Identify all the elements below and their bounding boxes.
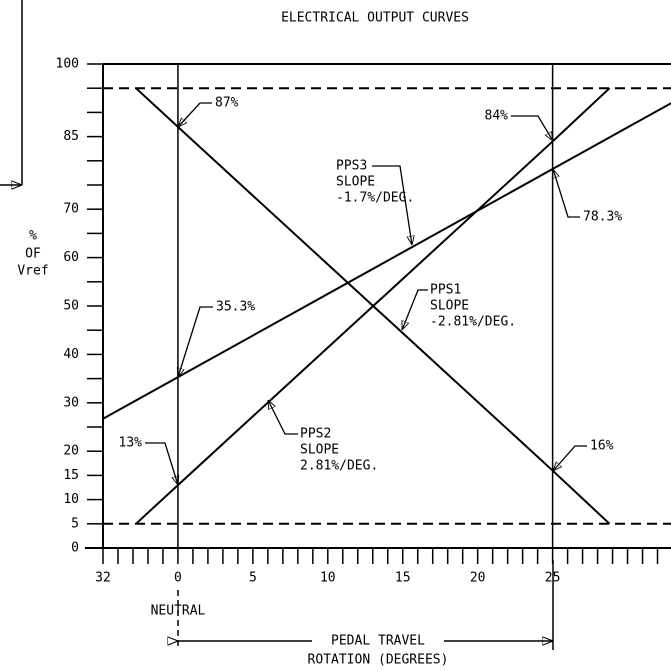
annotation: SLOPE	[430, 299, 469, 314]
leader-line	[511, 115, 553, 141]
leader-line	[553, 169, 580, 218]
leader-line	[267, 400, 298, 435]
leader-line	[553, 445, 587, 471]
annotation: 35.3%	[216, 300, 255, 315]
x-tick-label: 25	[545, 571, 561, 586]
line-series	[102, 102, 671, 420]
y-tick-label: 40	[63, 347, 79, 362]
annotation: 84%	[485, 109, 509, 124]
annotation: -2.81%/DEG.	[430, 315, 516, 330]
annotation: PPS3	[336, 159, 367, 174]
y-tick-label: 0	[71, 541, 79, 556]
x-tick-label: 15	[395, 571, 411, 586]
y-label: OF	[25, 247, 41, 262]
y-tick-label: 50	[63, 299, 79, 314]
y-tick-label: 60	[63, 250, 79, 265]
x-label: PEDAL TRAVEL	[331, 634, 425, 649]
y-label: %	[29, 229, 37, 244]
leader-line	[145, 442, 178, 485]
annotation: 2.81%/DEG.	[300, 459, 378, 474]
y-tick-label: 5	[71, 516, 79, 531]
annotation: SLOPE	[336, 175, 375, 190]
x-tick-label: 10	[320, 571, 336, 586]
leader-line	[178, 102, 212, 127]
y-tick-label: 20	[63, 444, 79, 459]
leader-line	[372, 165, 412, 245]
annotation: 78.3%	[583, 210, 622, 225]
y-tick-label: 10	[63, 492, 79, 507]
annotation: SLOPE	[300, 443, 339, 458]
y-label: Vref	[17, 264, 48, 279]
annotation: PPS2	[300, 427, 331, 442]
y-tick-label: 70	[63, 202, 79, 217]
x-tick-label: 0	[174, 571, 182, 586]
x-tick-label: 5	[249, 571, 257, 586]
annotation: 87%	[215, 96, 239, 111]
x-tick-label: 20	[470, 571, 486, 586]
leader-line	[178, 306, 213, 377]
chart-title: ELECTRICAL OUTPUT CURVES	[281, 11, 469, 26]
annotation: PPS1	[430, 283, 461, 298]
x-tick-label: 32	[95, 571, 111, 586]
line-series	[135, 87, 611, 525]
y-tick-label: 30	[63, 395, 79, 410]
y-tick-label: 100	[56, 57, 79, 72]
y-tick-label: 15	[63, 468, 79, 483]
annotation: 13%	[119, 436, 143, 451]
annotation: 16%	[590, 439, 614, 454]
line-series	[135, 87, 611, 525]
leader-line	[401, 289, 428, 330]
annotation: -1.7%/DEG.	[336, 191, 414, 206]
x-label: ROTATION (DEGREES)	[308, 653, 449, 668]
y-tick-label: 85	[63, 129, 79, 144]
